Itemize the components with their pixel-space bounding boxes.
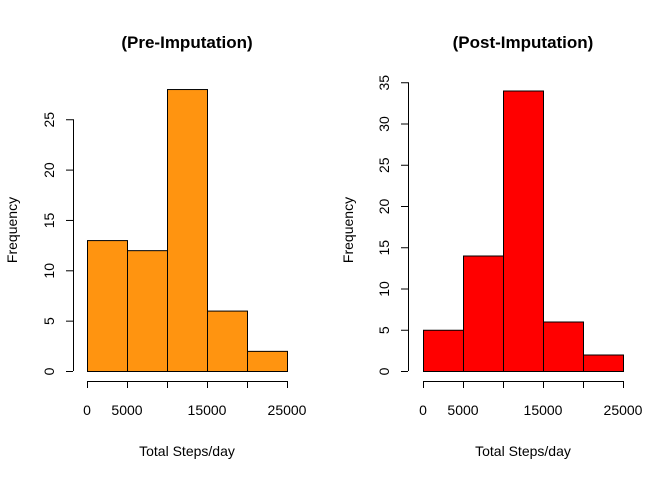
x-tick-label: 15000 xyxy=(188,402,227,418)
chart-title: (Post-Imputation) xyxy=(453,33,594,52)
y-tick-label: 5 xyxy=(376,326,392,334)
y-tick-label: 15 xyxy=(41,212,57,228)
x-tick-label: 0 xyxy=(419,402,427,418)
histogram-panel-1: (Pre-Imputation) 0 5000 15000 25000 0 5 10 15 20 2… xyxy=(4,33,307,459)
y-axis-label: Frequency xyxy=(340,197,356,263)
histogram-bar xyxy=(167,89,208,372)
y-tick-label: 0 xyxy=(41,367,57,375)
histogram-bar xyxy=(583,354,624,372)
x-tick-label: 0 xyxy=(83,402,91,418)
histogram-bar xyxy=(87,240,128,372)
y-tick-label: 20 xyxy=(41,162,57,178)
x-axis-label: Total Steps/day xyxy=(139,443,235,459)
x-tick-label: 15000 xyxy=(524,402,563,418)
x-tick-label: 25000 xyxy=(604,402,643,418)
y-tick-label: 25 xyxy=(376,157,392,173)
y-tick-label: 0 xyxy=(376,367,392,375)
y-tick-label: 20 xyxy=(376,199,392,215)
x-axis-label: Total Steps/day xyxy=(475,443,571,459)
histogram-bar xyxy=(127,250,168,372)
y-tick-label: 25 xyxy=(41,112,57,128)
histogram-bar xyxy=(423,329,464,372)
y-tick-label: 10 xyxy=(41,263,57,279)
x-tick-label: 25000 xyxy=(268,402,307,418)
chart-title: (Pre-Imputation) xyxy=(121,33,252,52)
histogram-bar xyxy=(543,321,584,372)
y-tick-label: 35 xyxy=(376,75,392,91)
y-tick-label: 10 xyxy=(376,281,392,297)
x-tick-label: 5000 xyxy=(447,402,478,418)
histogram-bar xyxy=(247,350,288,372)
y-tick-label: 30 xyxy=(376,116,392,132)
y-tick-label: 15 xyxy=(376,240,392,256)
y-tick-label: 5 xyxy=(41,317,57,325)
histogram-bar xyxy=(207,310,248,372)
histogram-panel-2: (Post-Imputation) 0 5000 15000 25000 0 5 10 15 20… xyxy=(340,33,643,459)
y-axis-label: Frequency xyxy=(4,197,20,263)
x-tick-label: 5000 xyxy=(111,402,142,418)
histogram-bar xyxy=(463,255,504,372)
histogram-bar xyxy=(503,90,544,372)
